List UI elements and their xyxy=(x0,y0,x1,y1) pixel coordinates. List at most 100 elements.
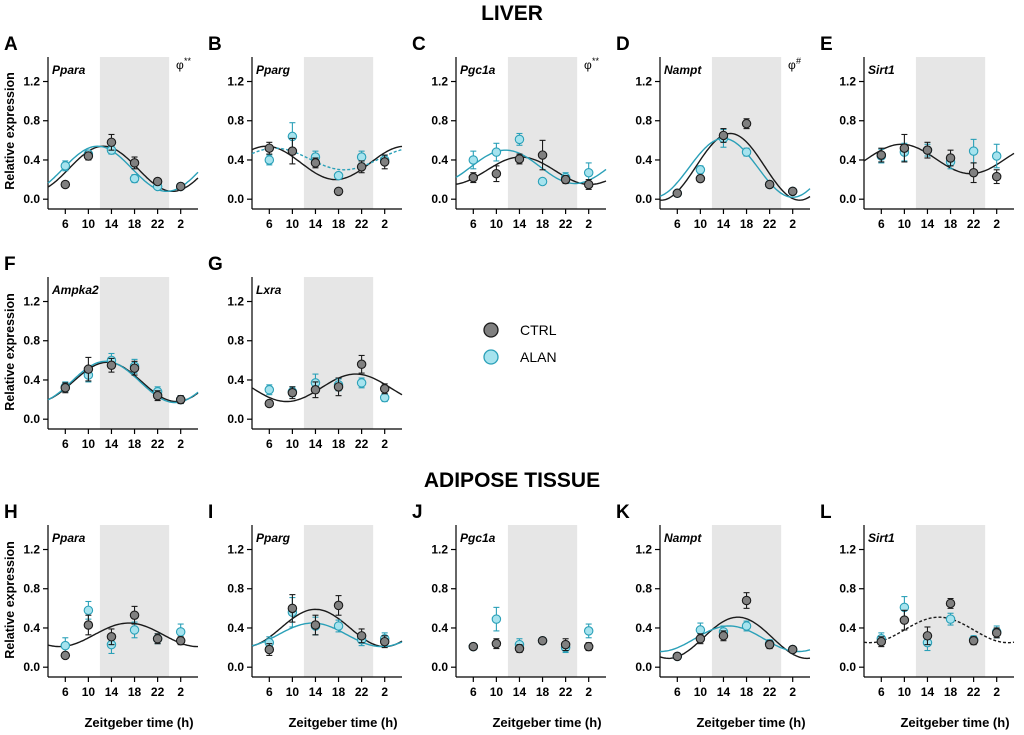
legend-ctrl-label: CTRL xyxy=(520,322,557,338)
gene-name: Pparg xyxy=(256,63,291,77)
ctrl-data-point xyxy=(876,636,887,647)
alan-data-point xyxy=(991,151,1002,161)
y-tick-label: 0.8 xyxy=(227,582,244,596)
y-tick-label: 0.0 xyxy=(635,192,652,206)
alan-fit-curve xyxy=(660,625,811,653)
x-tick-label: 18 xyxy=(536,217,550,231)
dark-phase-shading xyxy=(303,57,374,209)
y-tick-label: 0.4 xyxy=(227,621,244,635)
significance-marker: φ xyxy=(176,58,184,72)
ctrl-data-point xyxy=(287,387,298,398)
x-tick-label: 18 xyxy=(128,437,142,451)
y-tick-label: 0.8 xyxy=(227,334,244,348)
ctrl-data-point xyxy=(356,162,367,172)
ctrl-data-point xyxy=(60,383,71,393)
ctrl-fit-curve xyxy=(47,145,199,192)
alan-data-point xyxy=(468,155,479,165)
ctrl-data-point xyxy=(583,641,594,652)
ctrl-data-point xyxy=(106,632,117,642)
alan-data-point xyxy=(129,625,140,635)
y-tick-label: 0.4 xyxy=(227,373,244,387)
panel-letter: C xyxy=(412,34,426,55)
ctrl-data-point xyxy=(129,610,140,620)
y-tick-label: 0.0 xyxy=(839,660,856,674)
y-tick-label: 0.8 xyxy=(839,114,856,128)
x-tick-label: 6 xyxy=(470,217,477,231)
y-tick-label: 1.2 xyxy=(839,75,856,89)
ctrl-data-point xyxy=(60,650,71,661)
legend-ctrl-marker xyxy=(483,322,499,338)
x-tick-label: 6 xyxy=(62,685,69,699)
x-tick-label: 10 xyxy=(286,437,300,451)
x-tick-label: 14 xyxy=(513,217,527,231)
y-tick-label: 0.0 xyxy=(431,660,448,674)
x-tick-label: 10 xyxy=(490,217,504,231)
ctrl-data-point xyxy=(333,600,344,611)
alan-data-point xyxy=(491,147,502,157)
x-tick-label: 10 xyxy=(286,217,300,231)
dark-phase-shading xyxy=(303,277,374,429)
x-tick-label: 14 xyxy=(513,685,527,699)
y-tick-label: 0.4 xyxy=(839,621,856,635)
y-tick-label: 0.8 xyxy=(23,582,40,596)
gene-name: Lxra xyxy=(256,283,282,297)
ctrl-data-point xyxy=(379,157,390,167)
x-tick-label: 10 xyxy=(82,217,96,231)
y-tick-label: 0.8 xyxy=(227,114,244,128)
x-tick-label: 14 xyxy=(717,685,731,699)
x-tick-label: 10 xyxy=(286,685,300,699)
x-axis-label-i: Zeitgeber time (h) xyxy=(288,715,397,730)
dark-phase-shading xyxy=(99,525,170,677)
ctrl-data-point xyxy=(899,143,910,153)
y-tick-label: 0.8 xyxy=(839,582,856,596)
ctrl-data-point xyxy=(672,188,683,199)
liver-title: LIVER xyxy=(481,2,543,25)
x-tick-label: 22 xyxy=(355,217,369,231)
ctrl-data-point xyxy=(560,174,571,185)
y-tick-label: 0.8 xyxy=(635,114,652,128)
x-tick-label: 10 xyxy=(694,217,708,231)
y-tick-label: 0.8 xyxy=(431,582,448,596)
x-tick-label: 2 xyxy=(177,437,184,451)
alan-data-point xyxy=(968,146,979,156)
x-tick-label: 2 xyxy=(789,217,796,231)
x-tick-label: 22 xyxy=(355,685,369,699)
ctrl-data-point xyxy=(514,643,525,654)
ctrl-data-point xyxy=(764,179,775,190)
x-tick-label: 22 xyxy=(355,437,369,451)
significance-superscript: ** xyxy=(592,56,600,66)
y-tick-label: 1.2 xyxy=(431,75,448,89)
x-tick-label: 14 xyxy=(921,685,935,699)
x-tick-label: 2 xyxy=(993,217,1000,231)
ctrl-data-point xyxy=(468,172,479,183)
x-tick-label: 22 xyxy=(967,217,981,231)
ctrl-fit-curve xyxy=(659,132,811,201)
x-tick-label: 6 xyxy=(266,437,273,451)
ctrl-data-point xyxy=(333,186,344,197)
x-tick-label: 22 xyxy=(559,685,573,699)
x-tick-label: 22 xyxy=(151,685,165,699)
ctrl-data-point xyxy=(968,635,979,646)
legend-alan-label: ALAN xyxy=(520,349,557,365)
ctrl-data-point xyxy=(129,363,140,373)
x-tick-label: 2 xyxy=(381,437,388,451)
ctrl-fit-curve xyxy=(47,622,198,648)
y-tick-label: 1.2 xyxy=(431,543,448,557)
ctrl-data-point xyxy=(537,635,548,646)
x-tick-label: 18 xyxy=(332,217,346,231)
panel-letter: J xyxy=(412,502,423,523)
x-tick-label: 22 xyxy=(151,437,165,451)
ctrl-data-point xyxy=(787,186,798,197)
ctrl-data-point xyxy=(672,651,683,662)
x-tick-label: 2 xyxy=(381,217,388,231)
alan-data-point xyxy=(175,627,186,637)
ctrl-data-point xyxy=(922,145,933,155)
y-tick-label: 1.2 xyxy=(635,543,652,557)
ctrl-data-point xyxy=(991,628,1002,638)
significance-superscript: ** xyxy=(184,56,192,66)
